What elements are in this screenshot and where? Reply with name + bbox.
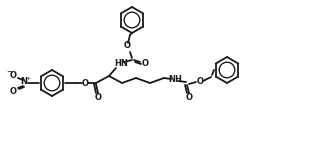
Text: O: O xyxy=(9,88,17,97)
Text: O: O xyxy=(123,42,131,51)
Text: O: O xyxy=(9,71,17,80)
Text: NH: NH xyxy=(168,75,182,84)
Text: −: − xyxy=(6,69,12,75)
Text: HN: HN xyxy=(114,58,128,67)
Text: O: O xyxy=(197,77,203,86)
Text: O: O xyxy=(186,93,192,102)
Text: O: O xyxy=(95,93,101,102)
Text: +: + xyxy=(25,77,31,82)
Text: O: O xyxy=(142,58,149,67)
Text: O: O xyxy=(82,78,89,88)
Text: N: N xyxy=(20,78,28,86)
